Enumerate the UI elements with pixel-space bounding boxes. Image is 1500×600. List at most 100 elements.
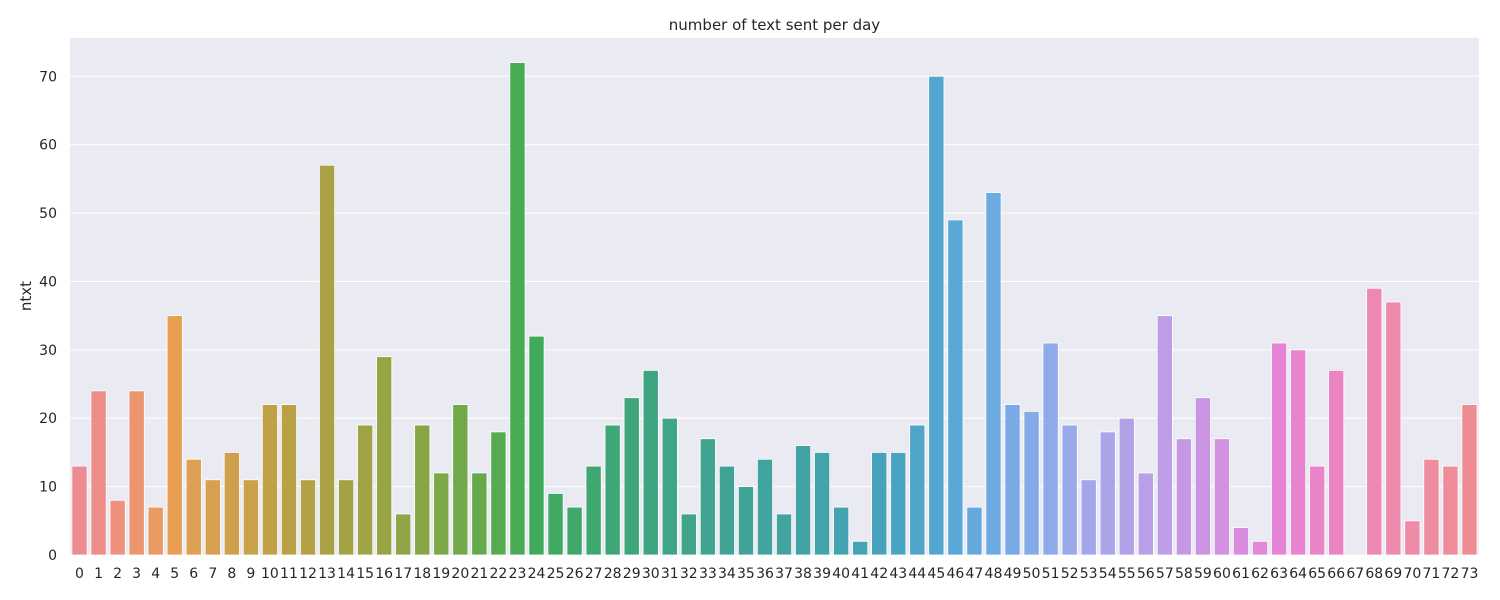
bar (661, 417, 678, 556)
x-tick-label: 67 (1346, 566, 1364, 582)
x-tick-label: 17 (394, 566, 412, 582)
bar (680, 513, 697, 556)
x-tick-label: 37 (775, 566, 793, 582)
bar (1309, 465, 1326, 556)
bar (1175, 438, 1192, 556)
x-tick-label: 21 (470, 566, 488, 582)
x-tick-label: 53 (1080, 566, 1098, 582)
chart-title: number of text sent per day (669, 16, 881, 34)
x-tick-label: 38 (794, 566, 812, 582)
bar (1099, 431, 1116, 556)
bar (261, 404, 278, 556)
bar (547, 493, 564, 556)
bar (414, 424, 431, 556)
x-tick-label: 72 (1442, 566, 1460, 582)
x-tick-label: 4 (151, 566, 160, 582)
x-tick-label: 49 (1004, 566, 1022, 582)
y-tick-label: 0 (48, 548, 57, 564)
x-tick-label: 42 (870, 566, 888, 582)
x-tick-label: 26 (566, 566, 584, 582)
x-tick-label: 8 (227, 566, 236, 582)
x-tick-label: 68 (1365, 566, 1383, 582)
bar (756, 458, 773, 556)
bar (90, 390, 107, 556)
x-tick-label: 58 (1175, 566, 1193, 582)
bar (1290, 349, 1307, 556)
x-tick-label: 71 (1422, 566, 1440, 582)
bar (966, 506, 983, 556)
bar (338, 479, 355, 556)
x-tick-label: 70 (1403, 566, 1421, 582)
y-axis-label: ntxt (17, 281, 35, 311)
bar (433, 472, 450, 556)
x-tick-label: 18 (413, 566, 431, 582)
x-tick-label: 11 (280, 566, 298, 582)
x-tick-label: 12 (299, 566, 317, 582)
bar (1061, 424, 1078, 556)
x-tick-label: 66 (1327, 566, 1345, 582)
x-tick-label: 31 (661, 566, 679, 582)
bar (1080, 479, 1097, 556)
x-tick-label: 46 (946, 566, 964, 582)
x-axis-ticks: 0 1 2 3 4 5 6 7 8 9 10 11 12 13 14 15 16 17 18 19 20 21 22 23 24… (75, 566, 1478, 582)
bar (1271, 342, 1288, 556)
bar (947, 219, 964, 556)
x-tick-label: 32 (680, 566, 698, 582)
bar (1252, 540, 1269, 556)
bar (1366, 287, 1383, 556)
bar (814, 452, 831, 556)
bars (71, 62, 1478, 556)
bar (1156, 315, 1173, 556)
bar (699, 438, 716, 556)
x-tick-label: 57 (1156, 566, 1174, 582)
bar (852, 540, 869, 556)
bar (452, 404, 469, 556)
bar (1118, 417, 1135, 556)
x-tick-label: 64 (1289, 566, 1307, 582)
x-tick-label: 65 (1308, 566, 1326, 582)
x-tick-label: 3 (132, 566, 141, 582)
x-tick-label: 1 (94, 566, 103, 582)
x-tick-label: 7 (208, 566, 217, 582)
bar (299, 479, 317, 556)
bar (1442, 465, 1459, 556)
y-tick-label: 50 (39, 206, 57, 222)
x-tick-label: 39 (813, 566, 831, 582)
x-tick-label: 9 (246, 566, 255, 582)
bar (1137, 472, 1154, 556)
x-tick-label: 41 (851, 566, 869, 582)
bar (1194, 397, 1211, 556)
bar (1232, 527, 1250, 556)
x-tick-label: 59 (1194, 566, 1212, 582)
bar (204, 479, 221, 556)
x-tick-label: 61 (1232, 566, 1250, 582)
y-tick-label: 10 (39, 480, 57, 496)
x-tick-label: 10 (261, 566, 279, 582)
x-tick-label: 34 (718, 566, 736, 582)
x-tick-label: 24 (528, 566, 546, 582)
x-tick-label: 44 (908, 566, 926, 582)
bar (642, 369, 659, 556)
x-tick-label: 33 (699, 566, 717, 582)
x-tick-label: 29 (623, 566, 641, 582)
y-tick-label: 70 (39, 69, 57, 85)
x-tick-label: 16 (375, 566, 393, 582)
bar (1423, 458, 1440, 556)
bar (1042, 342, 1059, 556)
bar (1461, 404, 1478, 556)
bar (128, 390, 145, 556)
x-tick-label: 20 (451, 566, 469, 582)
x-tick-label: 50 (1023, 566, 1041, 582)
bar (890, 452, 907, 556)
x-tick-label: 63 (1270, 566, 1288, 582)
x-tick-label: 62 (1251, 566, 1269, 582)
bar (1328, 369, 1345, 556)
bar (871, 452, 888, 556)
bar (1004, 404, 1021, 556)
bar (280, 404, 297, 556)
x-tick-label: 2 (113, 566, 122, 582)
bar (985, 192, 1002, 556)
bar (109, 499, 126, 556)
bar (566, 506, 583, 556)
bar (737, 486, 754, 556)
